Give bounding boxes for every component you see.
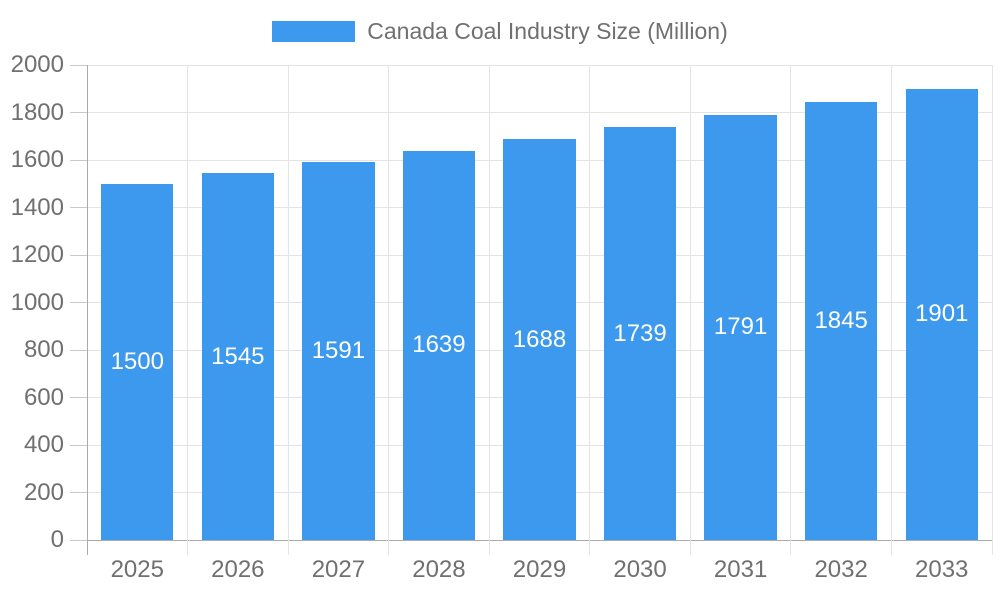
y-axis-tick	[70, 444, 87, 446]
plot-area: 1500 1545 1591 1639 1688 1739 1791 1845 1901	[86, 64, 993, 555]
y-axis-tick	[70, 159, 87, 161]
y-axis-tick	[70, 302, 87, 303]
x-axis-label: 2033	[915, 556, 969, 583]
y-axis-tick	[70, 539, 87, 541]
gridline-vertical	[689, 65, 691, 555]
y-axis-label: 0	[50, 526, 64, 553]
bar[interactable]: 1688	[503, 139, 576, 540]
y-axis-label: 600	[23, 383, 64, 411]
y-axis-label: 2000	[10, 51, 64, 78]
gridline-horizontal	[87, 539, 992, 541]
y-axis-label: 200	[23, 478, 64, 506]
x-axis-label: 2028	[412, 556, 466, 583]
gridline-vertical	[589, 65, 591, 555]
x-axis-label: 2031	[713, 556, 768, 583]
gridline-vertical	[890, 65, 892, 555]
bar-value-label: 1688	[512, 325, 567, 353]
x-axis-label: 2029	[512, 556, 567, 583]
x-axis-label: 2025	[110, 556, 164, 583]
bar[interactable]: 1739	[603, 127, 677, 540]
y-axis-label: 1600	[10, 146, 64, 173]
bar-value-label: 1545	[211, 342, 265, 370]
bar-value-label: 1901	[915, 300, 969, 328]
bar[interactable]: 1591	[302, 162, 375, 540]
gridline-horizontal	[87, 112, 992, 113]
y-axis-label: 400	[23, 431, 64, 458]
gridline-vertical	[488, 65, 490, 555]
bar[interactable]: 1901	[905, 88, 978, 540]
bar-value-label: 1500	[110, 347, 164, 375]
y-axis-label: 800	[23, 336, 64, 363]
y-axis-tick	[70, 112, 87, 113]
x-axis-label: 2030	[613, 556, 667, 583]
y-axis-tick	[70, 397, 87, 398]
y-axis-label: 1400	[10, 193, 64, 221]
legend-swatch-icon	[272, 20, 356, 42]
gridline-horizontal	[87, 64, 992, 66]
gridline-vertical	[287, 65, 289, 555]
bar-value-label: 1845	[814, 306, 868, 334]
bar[interactable]: 1845	[804, 101, 878, 540]
bar[interactable]: 1639	[402, 150, 476, 540]
bar-value-label: 1791	[713, 313, 768, 341]
bar[interactable]: 1791	[704, 114, 777, 540]
bar-value-label: 1591	[311, 337, 366, 365]
y-axis-tick	[70, 207, 87, 208]
y-axis-tick	[70, 349, 87, 351]
bar-value-label: 1639	[412, 331, 466, 359]
y-axis-line	[86, 65, 88, 555]
y-axis-tick	[70, 254, 87, 256]
gridline-vertical	[187, 65, 189, 555]
gridline-vertical	[388, 65, 390, 555]
gridline-vertical	[790, 65, 792, 555]
x-axis-label: 2027	[311, 556, 366, 583]
x-axis-label: 2032	[814, 556, 868, 583]
y-axis-label: 1000	[10, 288, 64, 316]
y-axis-label: 1200	[10, 241, 64, 268]
gridline-vertical	[991, 65, 993, 555]
bar[interactable]: 1500	[101, 183, 174, 540]
legend[interactable]: Canada Coal Industry Size (Million)	[0, 16, 1000, 46]
y-axis-label: 1800	[10, 98, 64, 126]
bar-value-label: 1739	[613, 319, 667, 347]
legend-label: Canada Coal Industry Size (Million)	[367, 17, 728, 44]
y-axis-tick	[70, 64, 87, 66]
y-axis-tick	[70, 492, 87, 493]
x-axis-label: 2026	[211, 556, 265, 583]
bar[interactable]: 1545	[201, 173, 275, 540]
